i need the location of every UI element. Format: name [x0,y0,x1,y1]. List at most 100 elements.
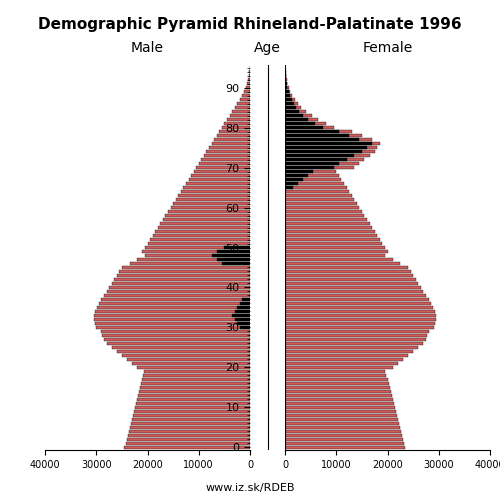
Bar [127,438,250,441]
Bar [216,258,250,261]
Bar [285,102,298,106]
Bar [112,346,250,349]
Bar [285,150,374,154]
Bar [285,298,428,301]
Bar [102,330,250,333]
Bar [285,438,403,441]
Bar [285,430,401,433]
Bar [124,446,250,449]
Bar [285,134,362,138]
Bar [219,130,250,134]
Bar [144,370,250,373]
Bar [122,354,250,357]
Bar [285,406,395,409]
Bar [117,350,250,353]
Bar [285,118,318,122]
Bar [285,182,344,186]
Bar [249,70,250,73]
Bar [160,222,250,226]
Bar [222,126,250,130]
Bar [285,398,393,401]
Bar [285,258,393,261]
Bar [285,294,426,297]
Bar [138,394,250,397]
Bar [120,270,250,273]
Bar [285,190,349,194]
Bar [285,278,416,281]
Bar [204,154,250,158]
Bar [248,82,250,86]
Bar [285,122,326,126]
Bar [152,234,250,237]
Bar [95,310,250,313]
Bar [285,246,385,249]
Bar [202,158,250,162]
Bar [240,326,250,329]
Bar [285,78,286,82]
Bar [285,442,404,445]
Bar [285,110,306,114]
Bar [137,258,250,261]
Bar [140,390,250,393]
Bar [148,242,250,245]
Bar [285,90,288,94]
Bar [285,274,413,277]
Text: www.iz.sk/RDEB: www.iz.sk/RDEB [206,482,295,492]
Bar [285,230,374,233]
Bar [127,358,250,361]
Bar [209,146,250,150]
Bar [130,262,250,265]
Bar [285,330,428,333]
Bar [163,218,250,222]
Text: Age: Age [254,42,281,56]
Bar [285,162,339,166]
Bar [224,246,250,249]
Bar [285,222,370,226]
Bar [117,274,250,277]
Bar [134,410,250,413]
Bar [285,158,346,162]
Bar [181,190,250,194]
Bar [285,290,424,293]
Bar [285,214,364,218]
Bar [285,418,398,421]
Bar [285,86,288,90]
Bar [95,322,250,325]
Bar [145,246,250,249]
Bar [199,162,250,166]
Bar [285,142,372,146]
Bar [285,390,391,393]
Bar [285,130,339,134]
Bar [285,306,432,309]
Bar [285,218,367,222]
Bar [168,210,250,214]
Bar [224,122,250,126]
Bar [155,230,250,233]
Bar [128,434,250,437]
Bar [102,334,250,337]
Bar [112,282,250,285]
Bar [285,322,434,325]
Bar [285,186,346,190]
Bar [194,170,250,173]
Bar [285,146,378,150]
Bar [191,174,250,178]
Bar [285,106,296,110]
Bar [237,322,250,325]
Bar [285,326,434,329]
Text: Demographic Pyramid Rhineland-Palatinate 1996: Demographic Pyramid Rhineland-Palatinate… [38,18,462,32]
Bar [248,78,250,82]
Bar [158,226,250,229]
Bar [285,362,398,365]
Text: Male: Male [131,42,164,56]
Bar [285,314,436,317]
Bar [285,266,408,269]
Bar [142,250,250,253]
Bar [285,82,288,86]
Bar [176,198,250,202]
Bar [249,74,250,78]
Bar [285,210,362,214]
Bar [285,374,386,377]
Bar [246,86,250,90]
Bar [285,98,292,102]
